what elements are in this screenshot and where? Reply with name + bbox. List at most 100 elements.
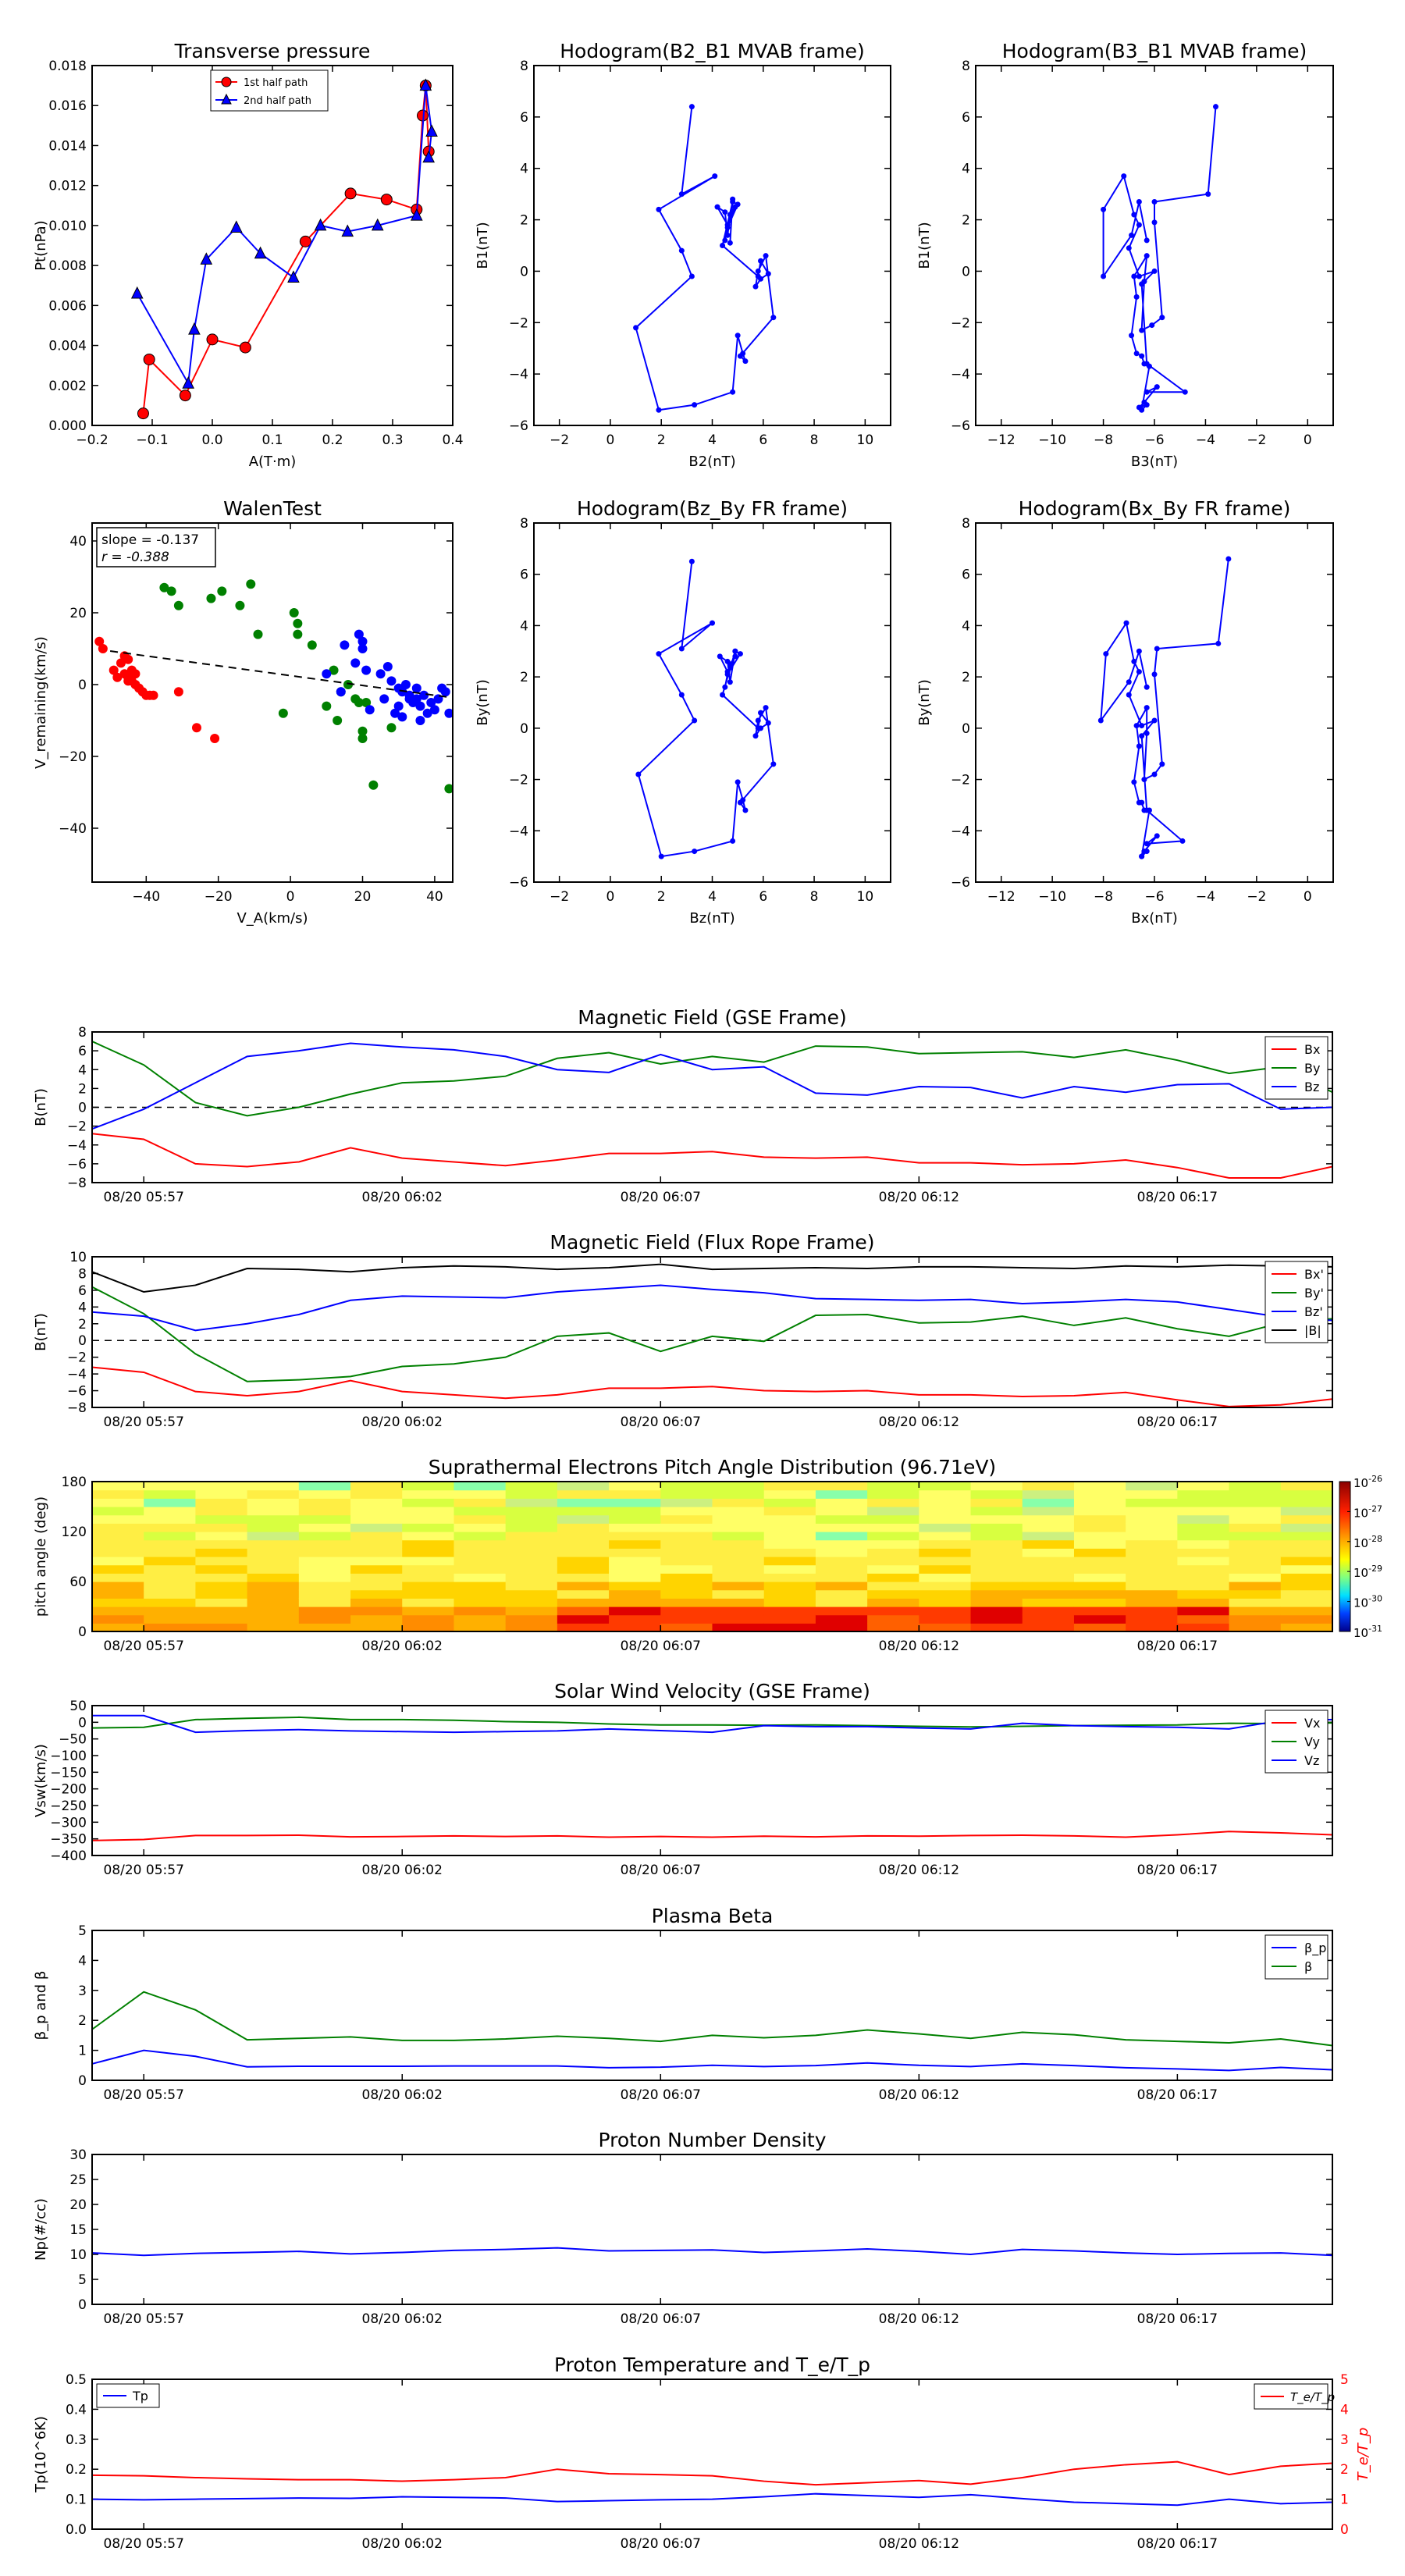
scatter-point xyxy=(148,690,158,700)
y-tick-label: 40 xyxy=(69,534,87,550)
data-point xyxy=(656,407,662,413)
scatter-point xyxy=(322,669,332,679)
y-tick-label: 8 xyxy=(78,1266,87,1282)
heatmap-cell xyxy=(867,1589,919,1599)
y-tick-label: 0 xyxy=(962,721,970,737)
heatmap-cell xyxy=(144,1623,197,1631)
heatmap-cell xyxy=(609,1539,661,1549)
heatmap-cell xyxy=(815,1582,868,1591)
heatmap-cell xyxy=(1126,1514,1178,1524)
heatmap-cell xyxy=(867,1606,919,1616)
chart-title: Suprathermal Electrons Pitch Angle Distr… xyxy=(429,1456,996,1478)
heatmap-cell xyxy=(1229,1582,1282,1591)
heatmap-cell xyxy=(298,1539,351,1549)
heatmap-cell xyxy=(1280,1482,1332,1491)
data-point xyxy=(1131,658,1137,664)
data-point xyxy=(1151,268,1158,274)
y-tick-label: −2 xyxy=(67,1119,87,1135)
heatmap-cell xyxy=(247,1498,300,1507)
heatmap-cell xyxy=(867,1573,919,1582)
scatter-point xyxy=(354,698,364,707)
heatmap-cell xyxy=(350,1582,403,1591)
y-tick-label: 25 xyxy=(69,2172,87,2188)
heatmap-cell xyxy=(1073,1623,1126,1631)
scatter-point xyxy=(444,784,453,794)
scatter-point xyxy=(116,658,126,668)
heatmap-cell xyxy=(660,1573,713,1582)
heatmap-cell xyxy=(660,1532,713,1541)
data-point xyxy=(1144,253,1150,259)
x-tick-label: −10 xyxy=(1038,889,1066,905)
data-point xyxy=(732,648,738,654)
heatmap-cell xyxy=(350,1598,403,1607)
heatmap-cell xyxy=(144,1539,197,1549)
heatmap-cell xyxy=(195,1557,248,1566)
scatter-point xyxy=(343,680,354,689)
heatmap-cell xyxy=(1126,1564,1178,1574)
scatter-point xyxy=(415,716,425,725)
series-line-By xyxy=(92,1041,1332,1117)
scatter-point xyxy=(173,687,183,697)
time-tick-label: 08/20 06:07 xyxy=(621,1638,701,1654)
heatmap-cell xyxy=(867,1557,919,1566)
heatmap-cell xyxy=(815,1614,868,1624)
data-point xyxy=(758,258,764,264)
scatter-point xyxy=(191,723,201,733)
data-point xyxy=(344,187,357,200)
heatmap-cell xyxy=(247,1573,300,1582)
time-tick-label: 08/20 06:07 xyxy=(621,2087,701,2103)
heatmap-cell xyxy=(505,1557,558,1566)
heatmap-cell xyxy=(763,1598,816,1607)
data-point xyxy=(717,653,723,660)
y-tick-label: −6 xyxy=(67,1157,87,1172)
heatmap-cell xyxy=(712,1589,765,1599)
colorbar-tick-label: 10-27 xyxy=(1353,1503,1382,1520)
scatter-point xyxy=(340,640,350,650)
heatmap-cell xyxy=(1126,1539,1178,1549)
y-tick-label: 10 xyxy=(69,1250,87,1265)
x-tick-label: 0 xyxy=(1304,432,1312,448)
x-tick-label: −40 xyxy=(132,889,160,905)
scatter-point xyxy=(210,734,220,743)
chart-title: Hodogram(Bz_By FR frame) xyxy=(577,497,848,520)
heatmap-cell xyxy=(298,1598,351,1607)
time-tick-label: 08/20 06:02 xyxy=(362,1190,443,1205)
data-point xyxy=(755,725,761,731)
heatmap-cell xyxy=(1229,1548,1282,1557)
data-point xyxy=(130,286,144,299)
data-point xyxy=(1139,799,1145,806)
time-tick-label: 08/20 06:17 xyxy=(1137,1863,1218,1878)
y-tick-label: 6 xyxy=(78,1044,87,1059)
heatmap-cell xyxy=(919,1614,972,1624)
heatmap-cell xyxy=(1022,1614,1075,1624)
data-point xyxy=(1103,651,1109,657)
scatter-point xyxy=(336,687,346,697)
heatmap-cell xyxy=(195,1589,248,1599)
heatmap-cell xyxy=(660,1489,713,1499)
data-point xyxy=(755,273,761,279)
heatmap-cell xyxy=(505,1614,558,1624)
data-point xyxy=(1154,646,1160,652)
plot-frame xyxy=(91,1256,1333,1408)
heatmap-cell xyxy=(144,1523,197,1532)
heatmap-cell xyxy=(298,1582,351,1591)
y-tick-label: 0.018 xyxy=(48,59,87,74)
data-point xyxy=(137,407,149,420)
heatmap-cell xyxy=(712,1523,765,1532)
chart-h2: Hodogram(B3_B1 MVAB frame) −6 −4 −2 0 2 4 6 8 −12… xyxy=(916,40,1334,470)
y-tick-label: 120 xyxy=(62,1525,87,1540)
scatter-point xyxy=(429,705,439,715)
heatmap-cell xyxy=(350,1539,403,1549)
heatmap-cell xyxy=(1073,1489,1126,1499)
time-tick-label: 08/20 05:57 xyxy=(104,2536,184,2552)
heatmap-cell xyxy=(454,1623,507,1631)
y-axis-label: B1(nT) xyxy=(916,222,933,269)
data-point xyxy=(1123,620,1129,626)
heatmap-cell xyxy=(144,1582,197,1591)
heatmap-cell xyxy=(763,1548,816,1557)
heatmap-cell xyxy=(867,1614,919,1624)
time-tick-label: 08/20 05:57 xyxy=(104,1863,184,1878)
y-tick-label: 0 xyxy=(78,678,87,693)
heatmap-cell xyxy=(970,1532,1023,1541)
heatmap-cell xyxy=(1177,1614,1230,1624)
